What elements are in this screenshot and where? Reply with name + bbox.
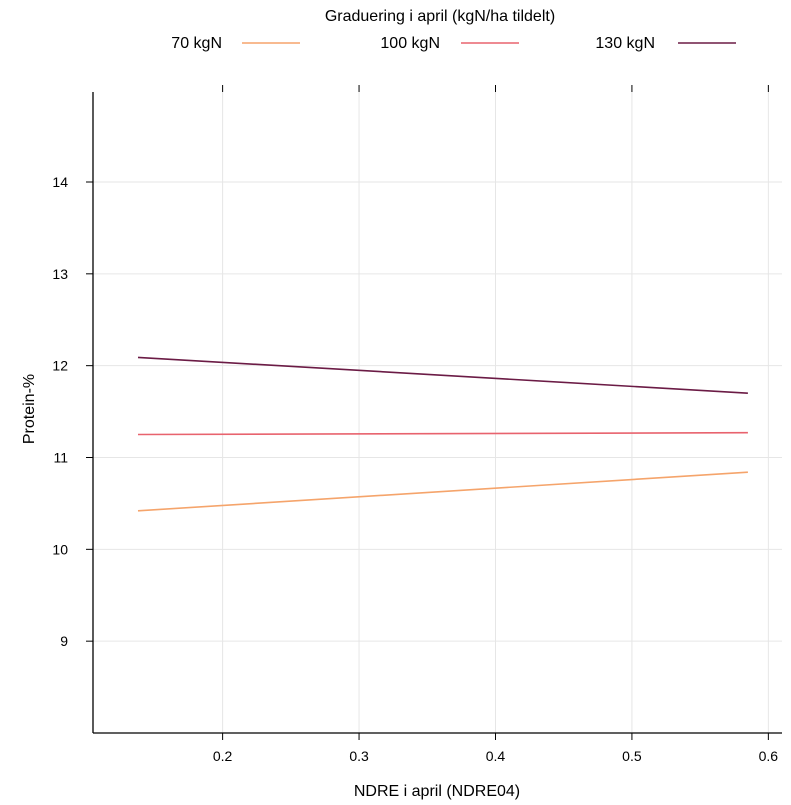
y-tick-label: 11 [53,449,68,465]
y-tick-label: 9 [60,633,68,649]
series-line-100-kgn [137,431,748,436]
grid [93,92,782,733]
y-tick-label: 12 [52,358,68,374]
y-tick-label: 10 [52,541,68,557]
y-tick-label: 13 [52,266,68,282]
legend-title: Graduering i april (kgN/ha tildelt) [325,8,555,25]
y-axis-title: Protein-% [21,374,38,444]
x-tick-label: 0.4 [486,748,506,764]
series-line-130-kgn [137,356,748,394]
legend-label-70-kgn: 70 kgN [171,35,222,52]
axes: 0.2 0.3 0.4 0.5 0.6 9 10 11 12 13 14 [52,85,782,764]
x-axis-title: NDRE i april (NDRE04) [354,783,520,800]
x-tick-label: 0.2 [213,748,233,764]
x-tick-label: 0.3 [349,748,369,764]
legend: 70 kgN 100 kgN 130 kgN [171,35,736,52]
x-tick-label: 0.6 [759,748,779,764]
legend-label-130-kgn: 130 kgN [595,35,655,52]
y-tick-label: 14 [52,174,68,190]
series-line-70-kgn [137,471,748,512]
x-tick-label: 0.5 [622,748,642,764]
series-lines [137,356,748,512]
legend-label-100-kgn: 100 kgN [380,35,440,52]
